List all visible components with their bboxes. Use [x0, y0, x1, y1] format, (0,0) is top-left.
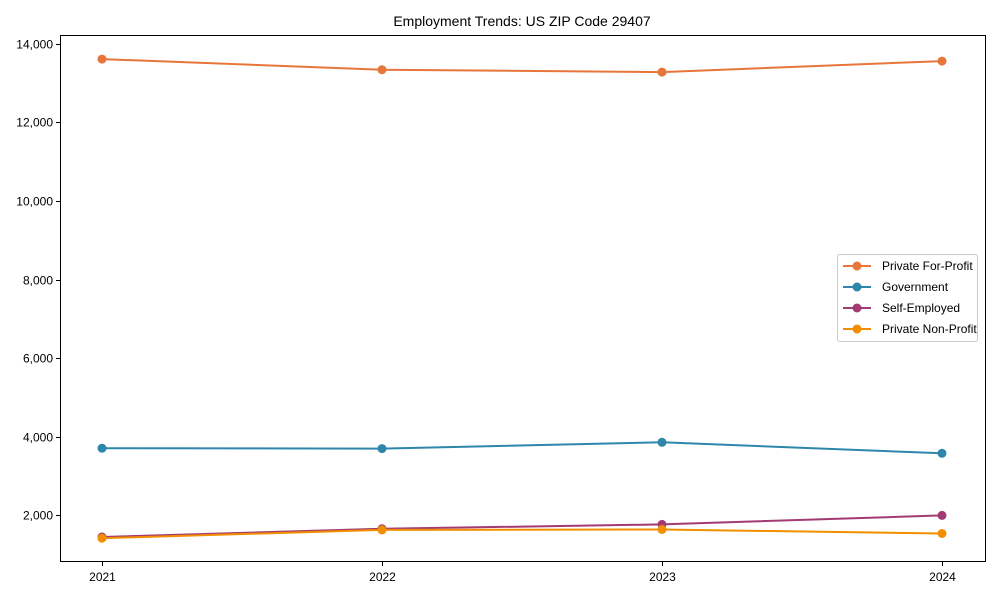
series-government [97, 437, 947, 458]
series-self-employed [97, 510, 947, 542]
legend-item: Self-Employed [843, 301, 960, 315]
data-point [377, 525, 387, 535]
series-line [101, 58, 943, 74]
data-point [937, 56, 947, 66]
data-point [937, 448, 947, 458]
legend-box [837, 254, 978, 342]
legend-label: Self-Employed [882, 301, 960, 315]
legend: Private For-Profit Government Self-Employe… [837, 254, 978, 342]
plot-frame [60, 35, 986, 562]
x-tick-label: 2023 [649, 570, 676, 584]
x-tick-label: 2022 [369, 570, 396, 584]
data-point [97, 54, 107, 64]
data-point [937, 529, 947, 538]
y-tick-label: 12,000 [16, 116, 53, 130]
legend-label: Private Non-Profit [882, 322, 977, 336]
data-point [657, 437, 667, 447]
data-point [937, 510, 947, 520]
series-line [101, 514, 943, 538]
y-axis: 2,000 4,000 6,000 8,000 10,000 12,000 14,000 [16, 38, 61, 523]
y-tick-label: 10,000 [16, 195, 53, 209]
y-tick-label: 6,000 [23, 352, 53, 366]
legend-marker-icon [852, 303, 862, 313]
data-point [377, 444, 387, 454]
chart-title: Employment Trends: US ZIP Code 29407 [393, 13, 651, 29]
y-tick-label: 4,000 [23, 431, 53, 445]
x-axis: 2021 2022 2023 2024 [89, 561, 956, 584]
legend-marker-icon [852, 261, 862, 271]
data-point [657, 525, 667, 534]
y-tick-label: 8,000 [23, 274, 53, 288]
data-point [97, 443, 107, 453]
series-private-non-profit [97, 525, 947, 543]
series-line [101, 441, 943, 455]
y-tick-label: 2,000 [23, 509, 53, 523]
series-line [101, 528, 943, 540]
x-tick-label: 2021 [89, 570, 116, 584]
legend-marker-icon [852, 282, 862, 292]
data-point [377, 65, 387, 75]
legend-item: Private For-Profit [843, 259, 973, 273]
series-private-for-profit [97, 54, 947, 77]
series-layer [97, 54, 947, 543]
legend-marker-icon [852, 324, 862, 334]
y-tick-label: 14,000 [16, 38, 53, 52]
x-tick-label: 2024 [929, 570, 956, 584]
legend-label: Government [882, 280, 949, 294]
data-point [97, 533, 107, 543]
legend-item: Government [843, 280, 949, 294]
legend-item: Private Non-Profit [843, 322, 977, 336]
legend-label: Private For-Profit [882, 259, 973, 273]
data-point [657, 67, 667, 77]
